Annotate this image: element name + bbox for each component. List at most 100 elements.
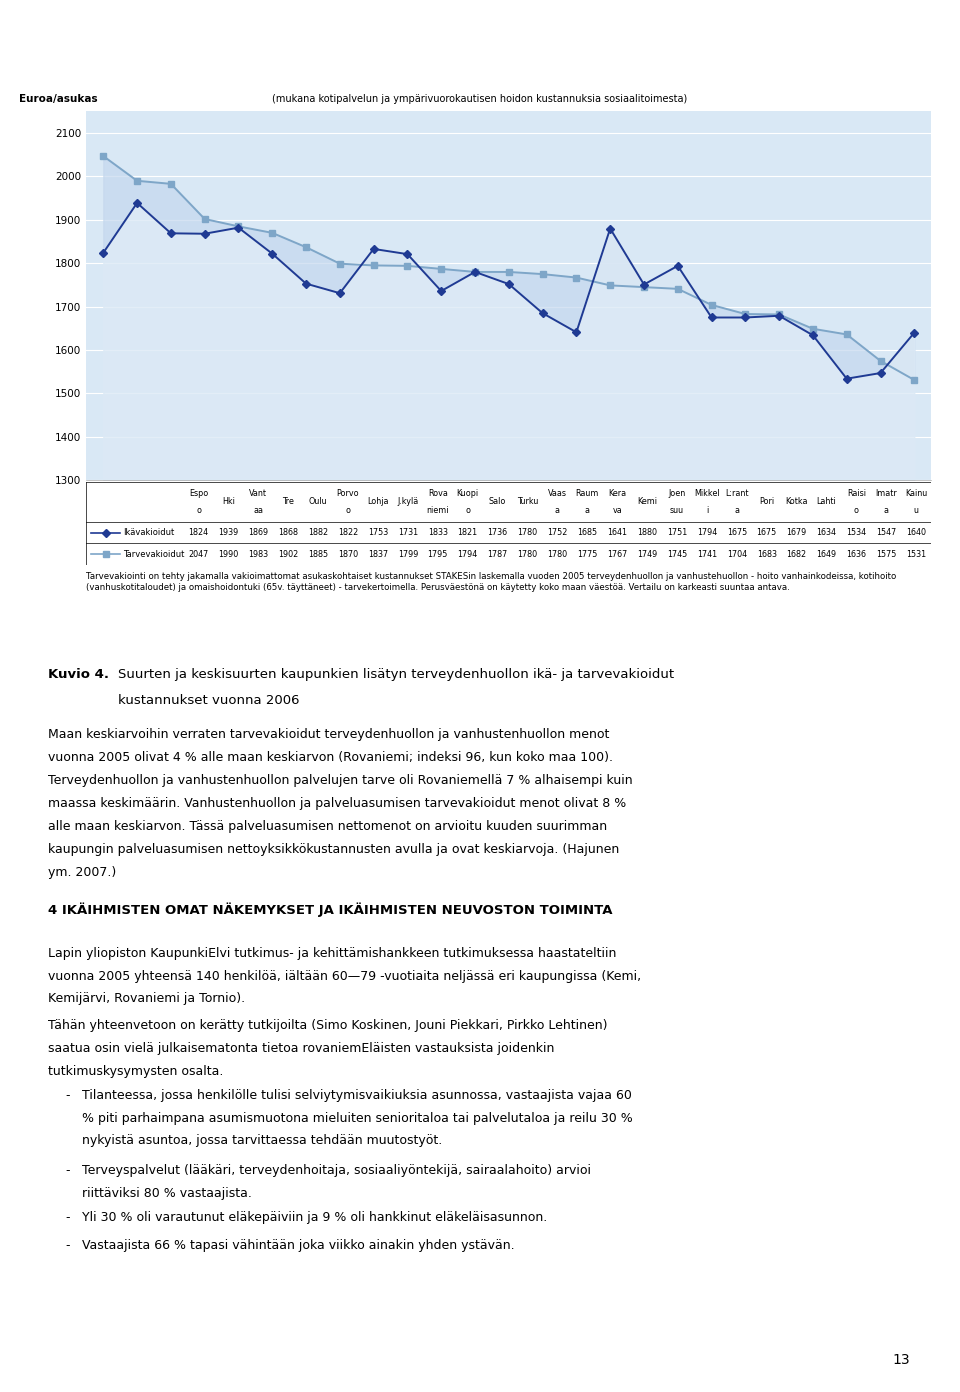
Text: 1869: 1869 — [249, 528, 269, 537]
Text: 1640: 1640 — [906, 528, 926, 537]
Text: 1749: 1749 — [637, 550, 658, 558]
Text: 1649: 1649 — [816, 550, 836, 558]
Text: o: o — [196, 505, 201, 515]
Text: Raum: Raum — [576, 489, 599, 498]
Text: 1534: 1534 — [847, 528, 867, 537]
Text: Euroa/asukas: Euroa/asukas — [19, 95, 98, 104]
Text: 1795: 1795 — [427, 550, 448, 558]
Text: Tre: Tre — [282, 497, 294, 507]
Text: L:rant: L:rant — [725, 489, 749, 498]
Text: 1675: 1675 — [727, 528, 747, 537]
Text: 1868: 1868 — [278, 528, 299, 537]
Text: -: - — [65, 1211, 70, 1224]
Text: 1821: 1821 — [458, 528, 478, 537]
Text: o: o — [466, 505, 470, 515]
Text: 1636: 1636 — [847, 550, 867, 558]
Text: riittäviksi 80 % vastaajista.: riittäviksi 80 % vastaajista. — [82, 1186, 252, 1200]
Text: aa: aa — [253, 505, 263, 515]
Text: kustannukset vuonna 2006: kustannukset vuonna 2006 — [118, 693, 300, 707]
Text: Terveydenhuollon ja vanhustenhuollon palvelujen tarve oli Rovaniemellä 7 % alhai: Terveydenhuollon ja vanhustenhuollon pal… — [48, 774, 633, 786]
Text: Kainu: Kainu — [905, 489, 927, 498]
Text: 13: 13 — [893, 1353, 910, 1367]
Text: Yli 30 % oli varautunut eläkepäiviin ja 9 % oli hankkinut eläkeläisasunnon.: Yli 30 % oli varautunut eläkepäiviin ja … — [82, 1211, 547, 1224]
Text: 1880: 1880 — [637, 528, 657, 537]
Text: 1575: 1575 — [876, 550, 897, 558]
Text: maassa keskimäärin. Vanhustenhuollon ja palveluasumisen tarvevakioidut menot oli: maassa keskimäärin. Vanhustenhuollon ja … — [48, 796, 626, 810]
Text: Terveyspalvelut (lääkäri, terveydenhoitaja, sosiaaliyöntekijä, sairaalahoito) ar: Terveyspalvelut (lääkäri, terveydenhoita… — [82, 1164, 590, 1176]
Text: a: a — [884, 505, 889, 515]
Text: 1531: 1531 — [906, 550, 926, 558]
Text: 1780: 1780 — [517, 528, 538, 537]
Text: a: a — [734, 505, 739, 515]
Text: 1634: 1634 — [817, 528, 836, 537]
Text: Turku: Turku — [516, 497, 539, 507]
Text: 1753: 1753 — [368, 528, 388, 537]
Text: Kuopi: Kuopi — [457, 489, 479, 498]
Text: Kemi: Kemi — [637, 497, 657, 507]
Text: Suurten ja keskisuurten kaupunkien lisätyn terveydenhuollon ikä- ja tarvevakioid: Suurten ja keskisuurten kaupunkien lisät… — [118, 668, 674, 681]
Text: 1683: 1683 — [756, 550, 777, 558]
Text: 1685: 1685 — [577, 528, 597, 537]
Text: 1824: 1824 — [188, 528, 208, 537]
Text: Oulu: Oulu — [309, 497, 327, 507]
Text: Kera: Kera — [608, 489, 626, 498]
Text: 1704: 1704 — [727, 550, 747, 558]
Text: o: o — [346, 505, 350, 515]
Text: Kotka: Kotka — [785, 497, 808, 507]
Text: suu: suu — [670, 505, 684, 515]
Text: va: va — [612, 505, 622, 515]
Text: 4 IKÄIHMISTEN OMAT NÄKEMYKSET JA IKÄIHMISTEN NEUVOSTON TOIMINTA: 4 IKÄIHMISTEN OMAT NÄKEMYKSET JA IKÄIHMI… — [48, 902, 612, 916]
Text: u: u — [914, 505, 919, 515]
Text: 1547: 1547 — [876, 528, 897, 537]
Text: alle maan keskiarvon. Tässä palveluasumisen nettomenot on arvioitu kuuden suurim: alle maan keskiarvon. Tässä palveluasumi… — [48, 820, 607, 832]
Text: Tähän yhteenvetoon on kerätty tutkijoilta (Simo Koskinen, Jouni Piekkari, Pirkko: Tähän yhteenvetoon on kerätty tutkijoilt… — [48, 1019, 608, 1031]
Text: Kemijärvi, Rovaniemi ja Tornio).: Kemijärvi, Rovaniemi ja Tornio). — [48, 992, 245, 1005]
Text: J.kylä: J.kylä — [397, 497, 419, 507]
Text: Tarvevakiointi on tehty jakamalla vakioimattomat asukaskohtaiset kustannukset ST: Tarvevakiointi on tehty jakamalla vakioi… — [86, 572, 897, 592]
Text: 1870: 1870 — [338, 550, 358, 558]
Text: Imatr: Imatr — [876, 489, 898, 498]
Text: Espo: Espo — [189, 489, 208, 498]
Text: 1731: 1731 — [397, 528, 418, 537]
Text: 1767: 1767 — [607, 550, 627, 558]
Text: 1641: 1641 — [607, 528, 627, 537]
Text: Kuvio 4.: Kuvio 4. — [48, 668, 109, 681]
Text: o: o — [854, 505, 859, 515]
Text: 1736: 1736 — [488, 528, 508, 537]
Text: 1787: 1787 — [488, 550, 508, 558]
Text: Raisi: Raisi — [847, 489, 866, 498]
Text: Porvo: Porvo — [337, 489, 359, 498]
Text: Vaas: Vaas — [548, 489, 566, 498]
Text: i: i — [706, 505, 708, 515]
Text: ym. 2007.): ym. 2007.) — [48, 866, 116, 878]
Text: 1822: 1822 — [338, 528, 358, 537]
Text: 1882: 1882 — [308, 528, 328, 537]
Text: 1990: 1990 — [218, 550, 238, 558]
Text: a: a — [585, 505, 589, 515]
Text: 1794: 1794 — [697, 528, 717, 537]
Text: Hki: Hki — [222, 497, 235, 507]
Text: 1885: 1885 — [308, 550, 328, 558]
Text: 1780: 1780 — [517, 550, 538, 558]
Text: Lahti: Lahti — [817, 497, 836, 507]
Text: nykyistä asuntoa, jossa tarvittaessa tehdään muutostyöt.: nykyistä asuntoa, jossa tarvittaessa teh… — [82, 1134, 442, 1147]
Text: (mukana kotipalvelun ja ympärivuorokautisen hoidon kustannuksia sosiaalitoimesta: (mukana kotipalvelun ja ympärivuorokauti… — [273, 95, 687, 104]
Text: Vastaajista 66 % tapasi vähintään joka viikko ainakin yhden ystävän.: Vastaajista 66 % tapasi vähintään joka v… — [82, 1239, 515, 1251]
Text: 1675: 1675 — [756, 528, 777, 537]
Text: 2047: 2047 — [188, 550, 208, 558]
Text: niemi: niemi — [426, 505, 449, 515]
Text: Lapin yliopiston KaupunkiElvi tutkimus- ja kehittämishankkeen tutkimuksessa haas: Lapin yliopiston KaupunkiElvi tutkimus- … — [48, 947, 616, 959]
Text: tutkimuskysymysten osalta.: tutkimuskysymysten osalta. — [48, 1065, 224, 1077]
Text: 1794: 1794 — [458, 550, 478, 558]
Text: Mikkel: Mikkel — [694, 489, 720, 498]
Text: 1983: 1983 — [249, 550, 269, 558]
Text: Rova: Rova — [428, 489, 447, 498]
Text: Tarvevakioidut: Tarvevakioidut — [123, 550, 184, 558]
Text: 1939: 1939 — [218, 528, 238, 537]
Text: vuonna 2005 olivat 4 % alle maan keskiarvon (Rovaniemi; indeksi 96, kun koko maa: vuonna 2005 olivat 4 % alle maan keskiar… — [48, 752, 613, 764]
Text: saatua osin vielä julkaisematonta tietoa rovaniemEläisten vastauksista joidenkin: saatua osin vielä julkaisematonta tietoa… — [48, 1041, 554, 1055]
Text: -: - — [65, 1164, 70, 1176]
Text: -: - — [65, 1239, 70, 1251]
Text: 1751: 1751 — [667, 528, 687, 537]
Text: Pori: Pori — [759, 497, 775, 507]
